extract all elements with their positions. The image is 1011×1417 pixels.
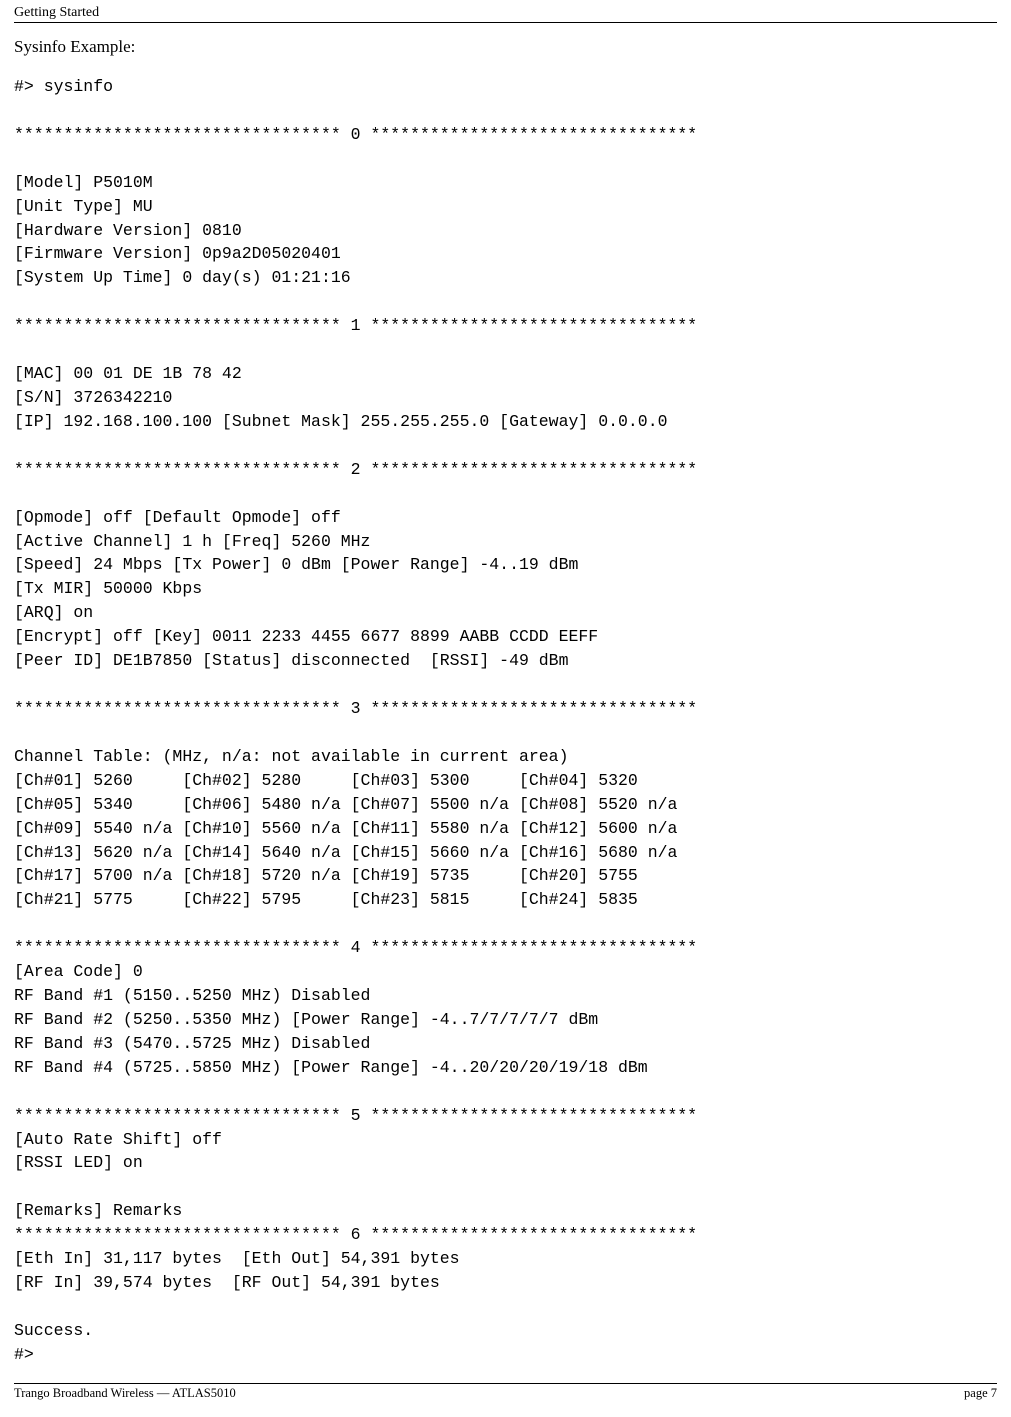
footer-right: page 7 — [964, 1386, 997, 1401]
example-title: Sysinfo Example: — [14, 37, 997, 57]
channel-row: [Ch#17] 5700 n/a [Ch#18] 5720 n/a [Ch#19… — [14, 866, 638, 885]
cli-end-prompt: #> — [14, 1345, 34, 1364]
rf-band-row: RF Band #3 (5470..5725 MHz) Disabled — [14, 1034, 370, 1053]
cli-success: Success. — [14, 1321, 93, 1340]
terminal-output: #> sysinfo *****************************… — [14, 75, 997, 1367]
info-rssi-led: [RSSI LED] on — [14, 1153, 143, 1172]
section-title: Getting Started — [14, 5, 99, 20]
info-model: [Model] P5010M — [14, 173, 153, 192]
info-ip: [IP] 192.168.100.100 [Subnet Mask] 255.2… — [14, 412, 668, 431]
info-speed: [Speed] 24 Mbps [Tx Power] 0 dBm [Power … — [14, 555, 578, 574]
info-rf-bytes: [RF In] 39,574 bytes [RF Out] 54,391 byt… — [14, 1273, 440, 1292]
info-opmode: [Opmode] off [Default Opmode] off — [14, 508, 341, 527]
separator-6: ********************************* 6 ****… — [14, 1225, 697, 1244]
separator-1: ********************************* 1 ****… — [14, 316, 697, 335]
info-mac: [MAC] 00 01 DE 1B 78 42 — [14, 364, 242, 383]
info-remarks: [Remarks] Remarks — [14, 1201, 182, 1220]
channel-row: [Ch#13] 5620 n/a [Ch#14] 5640 n/a [Ch#15… — [14, 843, 677, 862]
separator-3: ********************************* 3 ****… — [14, 699, 697, 718]
page-footer: Trango Broadband Wireless — ATLAS5010 pa… — [14, 1383, 997, 1401]
separator-5: ********************************* 5 ****… — [14, 1106, 697, 1125]
info-tx-mir: [Tx MIR] 50000 Kbps — [14, 579, 202, 598]
info-encrypt: [Encrypt] off [Key] 0011 2233 4455 6677 … — [14, 627, 598, 646]
page-header: Getting Started — [14, 4, 997, 23]
info-sn: [S/N] 3726342210 — [14, 388, 172, 407]
info-unit-type: [Unit Type] MU — [14, 197, 153, 216]
info-active-channel: [Active Channel] 1 h [Freq] 5260 MHz — [14, 532, 370, 551]
channel-row: [Ch#21] 5775 [Ch#22] 5795 [Ch#23] 5815 [… — [14, 890, 638, 909]
channel-row: [Ch#01] 5260 [Ch#02] 5280 [Ch#03] 5300 [… — [14, 771, 638, 790]
separator-4: ********************************* 4 ****… — [14, 938, 697, 957]
rf-band-row: RF Band #2 (5250..5350 MHz) [Power Range… — [14, 1010, 598, 1029]
rf-band-row: RF Band #1 (5150..5250 MHz) Disabled — [14, 986, 370, 1005]
footer-left: Trango Broadband Wireless — ATLAS5010 — [14, 1386, 236, 1401]
info-fw-version: [Firmware Version] 0p9a2D05020401 — [14, 244, 341, 263]
info-peer: [Peer ID] DE1B7850 [Status] disconnected… — [14, 651, 569, 670]
cli-prompt: #> sysinfo — [14, 77, 113, 96]
info-arq: [ARQ] on — [14, 603, 93, 622]
channel-row: [Ch#05] 5340 [Ch#06] 5480 n/a [Ch#07] 55… — [14, 795, 677, 814]
info-uptime: [System Up Time] 0 day(s) 01:21:16 — [14, 268, 351, 287]
channel-row: [Ch#09] 5540 n/a [Ch#10] 5560 n/a [Ch#11… — [14, 819, 677, 838]
rf-band-row: RF Band #4 (5725..5850 MHz) [Power Range… — [14, 1058, 648, 1077]
separator-2: ********************************* 2 ****… — [14, 460, 697, 479]
info-hw-version: [Hardware Version] 0810 — [14, 221, 242, 240]
info-auto-rate-shift: [Auto Rate Shift] off — [14, 1130, 222, 1149]
info-area-code: [Area Code] 0 — [14, 962, 143, 981]
channel-table-title: Channel Table: (MHz, n/a: not available … — [14, 747, 569, 766]
separator-0: ********************************* 0 ****… — [14, 125, 697, 144]
info-eth-bytes: [Eth In] 31,117 bytes [Eth Out] 54,391 b… — [14, 1249, 460, 1268]
